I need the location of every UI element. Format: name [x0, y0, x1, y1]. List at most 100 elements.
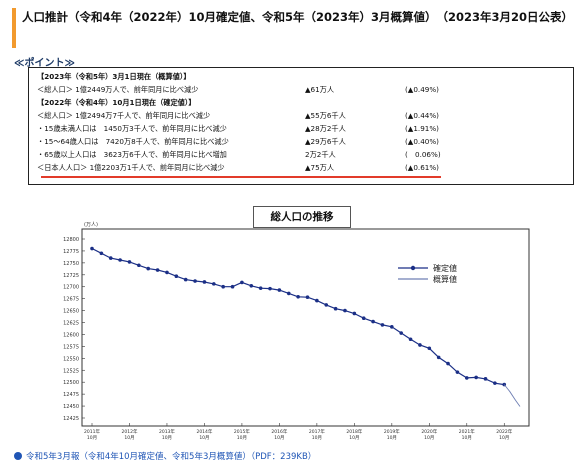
points-cell-c1: 【2022年（令和4年）10月1日現在（確定値）】: [37, 98, 196, 107]
y-tick-label: 12725: [63, 273, 79, 279]
data-point: [361, 316, 366, 321]
pdf-bullet-icon: [14, 452, 22, 460]
points-cell-c1: ・65歳以上人口は 3623万6千人で、前年同月に比べ増加: [37, 150, 227, 159]
y-tick-label: 12550: [63, 356, 79, 362]
points-cell-c2: 2万2千人: [305, 150, 336, 159]
data-point: [296, 294, 300, 299]
points-cell-c2: ▲61万人: [305, 85, 335, 94]
points-cell-c3: (▲1.91%): [405, 124, 439, 133]
page-title: 人口推計（令和4年（2022年）10月確定値、令和5年（2023年）3月概算値）…: [22, 10, 574, 24]
points-cell-c2: ▲29万6千人: [305, 137, 346, 146]
x-tick-year: 2011年: [84, 428, 100, 435]
y-tick-label: 12600: [63, 332, 79, 338]
chart-title: 総人口の推移: [253, 206, 351, 228]
points-cell-c2: ▲55万6千人: [305, 111, 346, 120]
points-cell-c3: (▲0.61%): [405, 163, 439, 172]
points-heading: ≪ポイント≫: [14, 58, 75, 69]
x-tick-month: 10月: [162, 435, 172, 441]
series-line: [503, 384, 521, 407]
y-tick-label: 12575: [63, 344, 79, 350]
data-point: [118, 258, 122, 262]
data-point: [436, 355, 441, 360]
x-tick-month: 10月: [124, 435, 134, 441]
y-tick-label: 12475: [63, 392, 79, 398]
x-tick-year: 2019年: [384, 428, 400, 435]
data-point: [155, 268, 160, 272]
data-point: [174, 274, 179, 279]
data-point: [399, 331, 403, 335]
data-point: [446, 361, 450, 366]
x-tick-year: 2021年: [459, 428, 475, 435]
points-cell-c1: ＜総人口＞ 1億2494万7千人で、前年同月に比べ減少: [37, 111, 211, 120]
data-point: [418, 343, 422, 347]
data-point: [464, 376, 469, 380]
y-axis-label: (万人): [84, 222, 98, 228]
data-point: [352, 311, 357, 316]
data-point: [240, 280, 244, 285]
x-tick-month: 10月: [237, 435, 247, 441]
x-tick-month: 10月: [499, 435, 509, 441]
data-point: [183, 277, 188, 282]
data-point: [483, 377, 488, 381]
data-point: [137, 263, 141, 268]
data-point: [474, 375, 478, 380]
data-point: [343, 308, 347, 313]
data-point: [146, 266, 151, 271]
points-cell-c1: ・15～64歳人口は 7420万8千人で、前年同月に比べ減少: [37, 137, 229, 146]
data-point: [333, 306, 338, 311]
data-point: [268, 286, 272, 291]
data-point: [249, 283, 254, 288]
x-tick-year: 2014年: [196, 428, 212, 435]
pdf-report-link[interactable]: 令和5年3月報（令和4年10月確定値、令和5年3月概算値）（PDF：239KB）: [26, 452, 317, 462]
data-point: [371, 319, 375, 324]
x-tick-month: 10月: [199, 435, 209, 441]
population-chart: (万人) 12800 12775 12750 12725 12700 12675 12650 1…: [63, 222, 530, 441]
data-point: [221, 284, 225, 289]
legend-label: 確定値: [433, 263, 457, 273]
title-accent-bar: [12, 8, 16, 48]
data-point: [408, 337, 413, 342]
data-point: [493, 381, 497, 385]
x-tick-year: 2018年: [346, 428, 362, 435]
y-tick-label: 12800: [63, 237, 79, 243]
points-cell-c1: 【2023年（令和5年）3月1日現在（概算値）】: [37, 72, 191, 81]
points-box: 【2023年（令和5年）3月1日現在（概算値）】 ＜総人口＞ 1億2449万人で、…: [28, 67, 574, 185]
data-point: [286, 291, 291, 296]
x-tick-year: 2020年: [421, 428, 437, 435]
y-tick-label: 12675: [63, 297, 79, 303]
data-point: [193, 279, 197, 283]
x-tick-month: 10月: [424, 435, 434, 441]
data-point: [230, 284, 235, 289]
points-cell-c1: ＜総人口＞ 1億2449万人で、前年同月に比べ減少: [37, 85, 199, 94]
points-cell-c3: (▲0.40%): [405, 137, 439, 146]
plot-area: [81, 228, 530, 427]
x-tick-year: 2012年: [122, 428, 138, 435]
x-tick-month: 10月: [349, 435, 359, 441]
x-tick-year: 2016年: [271, 428, 287, 435]
data-point: [212, 282, 216, 286]
points-cell-c3: ( 0.06%): [405, 150, 441, 159]
data-point: [127, 260, 132, 264]
x-tick-month: 10月: [462, 435, 472, 441]
legend-label: 概算値: [433, 274, 457, 284]
data-point: [108, 256, 113, 260]
highlight-underline: [41, 176, 441, 178]
x-tick-year: 2017年: [309, 428, 325, 435]
points-cell-c3: (▲0.44%): [405, 111, 439, 120]
data-point: [99, 251, 104, 256]
data-point: [165, 270, 169, 275]
y-tick-label: 12650: [63, 309, 79, 315]
points-cell-c2: ▲75万人: [305, 163, 335, 172]
y-tick-label: 12425: [63, 416, 79, 422]
x-tick-year: 2022年: [496, 428, 512, 435]
points-cell-c1: ・15歳未満人口は 1450万3千人で、前年同月に比べ減少: [37, 124, 227, 133]
x-tick-year: 2013年: [159, 428, 175, 435]
data-point: [455, 370, 460, 374]
x-tick-month: 10月: [87, 435, 97, 441]
y-tick-label: 12500: [63, 380, 79, 386]
legend-marker: [410, 265, 416, 271]
data-point: [258, 286, 263, 290]
data-point: [324, 303, 329, 307]
y-tick-label: 12700: [63, 285, 79, 291]
x-tick-year: 2015年: [234, 428, 250, 435]
